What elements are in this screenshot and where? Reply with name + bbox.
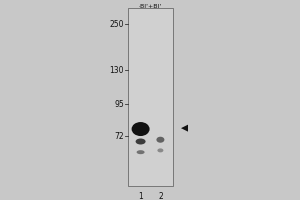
Polygon shape — [181, 125, 188, 132]
Text: 130: 130 — [110, 66, 124, 75]
Ellipse shape — [136, 150, 145, 154]
Bar — [128, 8, 173, 186]
Text: -BI'+BI': -BI'+BI' — [139, 4, 162, 9]
Text: 95: 95 — [114, 100, 124, 109]
Ellipse shape — [158, 148, 164, 152]
Text: 250: 250 — [110, 20, 124, 29]
Ellipse shape — [136, 138, 146, 144]
Text: 1: 1 — [138, 192, 143, 200]
Ellipse shape — [132, 122, 150, 136]
Text: 72: 72 — [114, 132, 124, 141]
Ellipse shape — [156, 137, 164, 143]
Text: 2: 2 — [158, 192, 163, 200]
